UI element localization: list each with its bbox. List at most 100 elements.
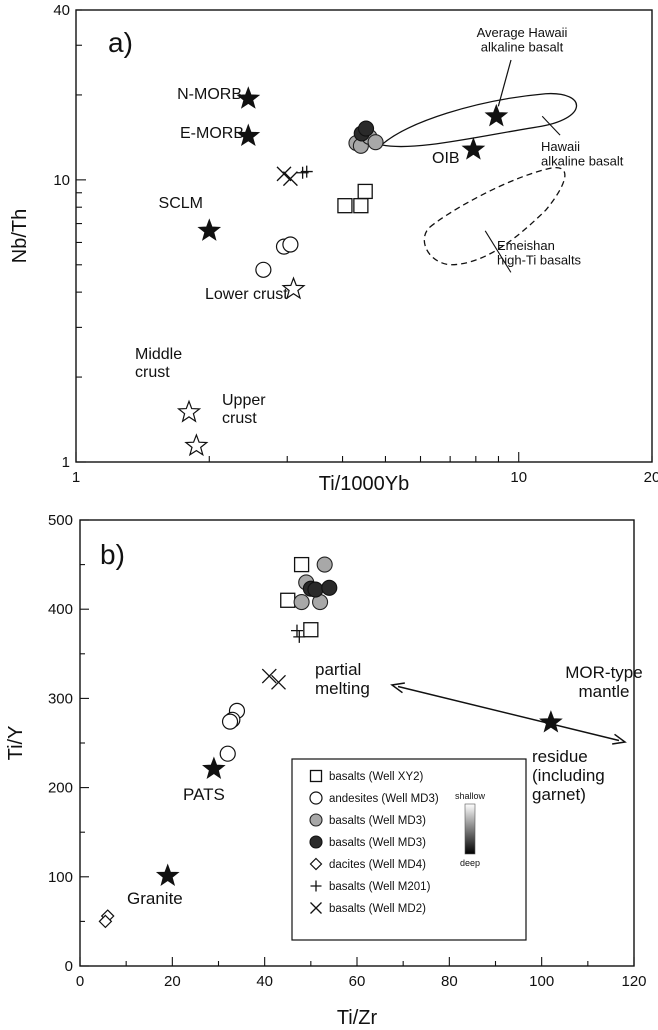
annotation-residue-line: garnet) xyxy=(532,785,586,804)
legend-marker-circle-black xyxy=(309,835,323,849)
ref-label-average-hawaii: Average Hawaii alkaline basalt xyxy=(477,25,568,55)
data-point-b-circle-open xyxy=(219,745,236,762)
ref-label-mor-type-line: MOR-type xyxy=(565,663,642,682)
data-point-a-square-open xyxy=(357,183,373,200)
x-tick-label-b: 100 xyxy=(529,973,554,990)
ref-star-pats xyxy=(202,756,226,779)
gradient-label-deep: deep xyxy=(460,858,480,868)
data-point-b-square-open xyxy=(280,592,296,608)
ref-star-n-morb xyxy=(236,86,261,109)
x-tick-label-b: 60 xyxy=(349,973,366,990)
hawaii-field-label: Hawaii alkaline basalt xyxy=(541,139,624,169)
x-axis-label-b: Ti/Zr xyxy=(337,1007,378,1029)
data-point-b-x xyxy=(271,674,286,690)
legend-box xyxy=(291,758,527,941)
data-point-a-circle-open xyxy=(255,261,272,278)
x-tick-label-b: 20 xyxy=(164,973,181,990)
y-axis-label-a: Nb/Th xyxy=(9,209,31,263)
emeishan-field-outline xyxy=(423,167,566,266)
depth-gradient-bar xyxy=(464,803,476,855)
ref-label-upper-line: Upper xyxy=(222,392,266,409)
x-axis-label-a: Ti/1000Yb xyxy=(319,473,409,495)
ref-star-mor-type xyxy=(539,710,563,733)
average-hawaii-leader xyxy=(497,59,512,107)
hawaii-field-label-line: alkaline basalt xyxy=(541,154,624,169)
hawaii-field-label-line: Hawaii xyxy=(541,139,580,154)
legend-marker-x xyxy=(310,902,322,914)
emeishan-field-label-line: high-Ti basalts xyxy=(497,253,582,268)
data-point-a-square-open xyxy=(337,198,353,214)
data-point-b-square-open xyxy=(293,556,310,573)
ref-label-average-hawaii-line: alkaline basalt xyxy=(481,40,564,55)
data-point-b-circle-gray xyxy=(293,594,310,611)
arrowhead-right xyxy=(612,733,627,745)
ref-label-n-morb: N-MORB xyxy=(177,86,242,103)
ref-label-average-hawaii-line: Average Hawaii xyxy=(477,25,568,40)
ref-label-middle-line: Middle xyxy=(135,346,182,363)
data-point-b-plus xyxy=(290,624,303,637)
y-tick-label-b: 100 xyxy=(48,869,73,886)
y-tick-label-a: 10 xyxy=(53,172,70,189)
emeishan-field-label-line: Emeishan xyxy=(497,238,555,253)
ref-star-sclm xyxy=(197,218,222,241)
annotation-partial-melting-line: partial xyxy=(315,660,361,679)
x-tick-label-a: 20 xyxy=(644,469,658,486)
legend-label: basalts (Well MD3) xyxy=(329,815,426,827)
legend-marker-diamond-open xyxy=(309,857,323,871)
x-tick-label-a: 10 xyxy=(510,469,527,486)
legend: basalts (Well XY2) andesites (Well MD3) ba… xyxy=(291,758,527,941)
legend-marker-square-open xyxy=(309,769,323,783)
annotation-residue-line: residue xyxy=(532,747,588,766)
legend-label: basalts (Well M201) xyxy=(329,881,431,893)
ref-label-oib: OIB xyxy=(432,150,460,167)
ref-label-upper: Upper crust xyxy=(222,392,266,427)
x-tick-label-b: 80 xyxy=(441,973,458,990)
annotation-residue-line: (including xyxy=(532,766,605,785)
ref-label-mor-type-line: mantle xyxy=(578,682,629,701)
ref-star-middle xyxy=(176,399,202,423)
ref-star-lower-crust xyxy=(281,276,306,300)
annotation-partial-melting: partial melting xyxy=(315,660,370,698)
ref-star-average-hawaii xyxy=(484,103,509,127)
data-point-a-x xyxy=(276,166,292,182)
data-point-b-plus xyxy=(293,630,306,643)
legend-marker-circle-gray xyxy=(309,813,323,827)
x-tick-label-a: 1 xyxy=(72,469,80,486)
legend-label: andesites (Well MD3) xyxy=(329,793,439,805)
y-axis-label-b: Ti/Y xyxy=(5,726,27,761)
data-point-b-square-open xyxy=(303,622,319,638)
data-point-b-circle-black xyxy=(307,581,324,598)
data-point-a-x xyxy=(282,171,298,187)
legend-label: dacites (Well MD4) xyxy=(329,859,426,871)
data-point-b-x xyxy=(261,668,277,684)
legend-label: basalts (Well MD3) xyxy=(329,837,426,849)
data-point-a-circle-open xyxy=(282,236,299,253)
y-tick-label-b: 0 xyxy=(65,958,73,975)
ref-star-granite xyxy=(155,863,180,886)
arrowhead-left xyxy=(390,682,405,694)
ref-star-oib xyxy=(461,137,486,160)
ref-star-e-morb xyxy=(236,123,261,147)
x-tick-label-b: 120 xyxy=(621,973,646,990)
hawaii-field-leader xyxy=(541,115,561,136)
chart-panel-b: 0 20 40 60 80 100 120 0 100 200 300 400 500 Ti/Zr Ti/Y… xyxy=(5,512,647,1029)
ref-star-upper xyxy=(184,433,209,457)
data-point-b-circle-black xyxy=(321,579,338,596)
plot-frame-a xyxy=(75,9,653,463)
emeishan-field-label: Emeishan high-Ti basalts xyxy=(497,238,582,268)
legend-label: basalts (Well XY2) xyxy=(329,771,424,783)
ref-label-mor-type: MOR-type mantle xyxy=(565,663,642,701)
data-point-a-circle-gray xyxy=(367,134,384,151)
y-tick-label-b: 300 xyxy=(48,690,73,707)
ref-label-lower-crust: Lower crust xyxy=(205,286,288,303)
ref-label-upper-line: crust xyxy=(222,410,257,427)
ref-label-middle: Middle crust xyxy=(135,346,182,381)
data-point-a-square-open xyxy=(353,198,369,214)
melting-arrow-shaft xyxy=(397,685,620,742)
ref-label-granite: Granite xyxy=(127,889,183,908)
annotation-partial-melting-line: melting xyxy=(315,679,370,698)
legend-label: basalts (Well MD2) xyxy=(329,903,426,915)
data-point-a-plus xyxy=(300,165,313,178)
